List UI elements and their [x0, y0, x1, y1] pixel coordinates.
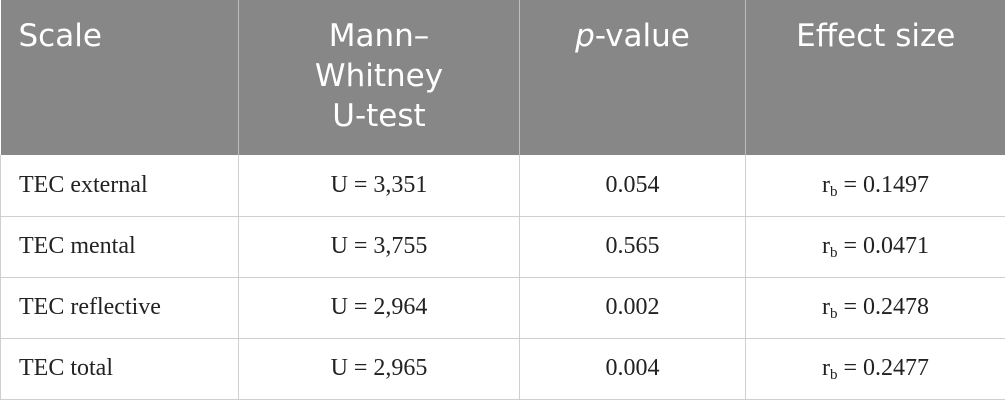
header-text: Effect size [796, 18, 956, 54]
p-cell: 0.565 [519, 216, 746, 278]
header-text: -value [594, 18, 690, 54]
header-cell: Mann–Whitney U-test [238, 0, 520, 155]
table-header: Scale Mann–Whitney U-test p-value Effect… [0, 0, 1005, 155]
effect-symbol: r [821, 294, 830, 320]
table-body: TEC external U = 3,351 0.054 rb = 0.1497 TEC… [0, 155, 1005, 400]
header-row: Scale Mann–Whitney U-test p-value Effect… [0, 0, 1005, 155]
table-row: TEC total U = 2,965 0.004 rb = 0.2477 [0, 338, 1005, 400]
effect-subscript: b [829, 306, 838, 322]
header-text: Scale [18, 18, 102, 54]
u-cell: U = 3,351 [238, 155, 520, 217]
p-cell: 0.004 [519, 338, 746, 400]
effect-subscript: b [829, 367, 838, 383]
table-row: TEC external U = 3,351 0.054 rb = 0.1497 [0, 155, 1005, 217]
header-text: Mann–Whitney U-test [314, 18, 444, 134]
effect-subscript: b [829, 183, 838, 200]
effect-symbol: r [821, 171, 830, 198]
table-row: TEC reflective U = 2,964 0.002 rb = 0.2478 [0, 277, 1005, 339]
effect-symbol: r [821, 233, 830, 259]
results-table: Scale Mann–Whitney U-test p-value Effect… [0, 0, 1005, 400]
scale-cell: TEC reflective [0, 277, 239, 339]
p-cell: 0.054 [519, 155, 746, 217]
p-cell: 0.002 [519, 277, 746, 339]
effect-value: = 0.2478 [837, 294, 930, 320]
header-cell: Effect size [745, 0, 1005, 155]
u-cell: U = 2,965 [238, 338, 520, 400]
u-cell: U = 2,964 [238, 277, 520, 339]
effect-cell: rb = 0.1497 [745, 155, 1005, 217]
effect-value: = 0.2477 [837, 355, 930, 381]
effect-value: = 0.0471 [837, 233, 930, 259]
header-cell: p-value [519, 0, 746, 155]
effect-subscript: b [829, 245, 838, 261]
header-cell: Scale [0, 0, 239, 155]
table-row: TEC mental U = 3,755 0.565 rb = 0.0471 [0, 216, 1005, 278]
u-cell: U = 3,755 [238, 216, 520, 278]
header-italic: p [575, 18, 595, 54]
effect-cell: rb = 0.0471 [745, 216, 1005, 278]
scale-cell: TEC mental [0, 216, 239, 278]
effect-symbol: r [821, 355, 830, 381]
effect-cell: rb = 0.2477 [745, 338, 1005, 400]
scale-cell: TEC external [0, 155, 239, 217]
effect-value: = 0.1497 [837, 171, 930, 198]
scale-cell: TEC total [0, 338, 239, 400]
effect-cell: rb = 0.2478 [745, 277, 1005, 339]
